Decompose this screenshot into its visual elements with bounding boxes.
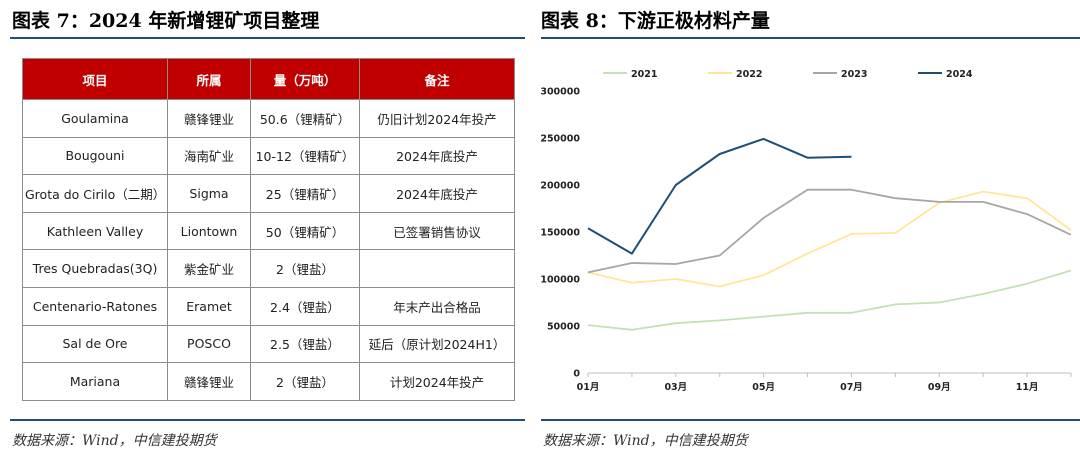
- cell-notes: 仍旧计划2024年投产: [359, 99, 515, 138]
- lithium-project-table: 项目 所属 量（万吨） 备注 Goulamina 赣锋锂业 50.6（锂精矿） …: [22, 58, 515, 401]
- x-tick-label: 05月: [752, 382, 775, 393]
- cell-project: Grota do Cirilo（二期）: [22, 174, 168, 213]
- cathode-production-chart: 0 50000 100000 150000 200000 250000 300000 01月 0…: [541, 69, 1072, 393]
- header-notes: 备注: [359, 58, 515, 100]
- table-row: Kathleen Valley Liontown 50（锂精矿） 已签署销售协议: [22, 211, 515, 251]
- x-tick-label: 09月: [928, 382, 951, 393]
- cell-project: Tres Quebradas(3Q): [22, 249, 168, 288]
- header-project: 项目: [22, 58, 168, 100]
- y-tick-label: 150000: [541, 228, 580, 239]
- cell-capacity: 50（锂精矿）: [250, 211, 360, 251]
- cell-capacity: 2.5（锂盐）: [250, 324, 360, 364]
- right-bottom-divider: [541, 419, 1080, 421]
- cell-owner: 海南矿业: [167, 136, 251, 176]
- legend-label-2022: 2022: [736, 69, 762, 80]
- left-bottom-divider: [10, 419, 525, 421]
- cell-project: Sal de Ore: [22, 324, 168, 364]
- cell-notes: 年末产出合格品: [359, 286, 515, 326]
- cell-project: Goulamina: [22, 99, 168, 138]
- cell-owner: POSCO: [167, 324, 251, 364]
- table-row: Tres Quebradas(3Q) 紫金矿业 2（锂盐）: [22, 249, 515, 288]
- legend-label-2024: 2024: [946, 69, 973, 80]
- left-figure-title: 图表 7：2024 年新增锂矿项目整理: [12, 10, 320, 32]
- x-tick-label: 07月: [840, 382, 863, 393]
- y-tick-label: 0: [573, 369, 580, 380]
- y-tick-label: 50000: [547, 322, 580, 333]
- cell-owner: 赣锋锂业: [167, 99, 251, 138]
- series-line-2023: [587, 188, 1072, 274]
- legend-label-2021: 2021: [631, 69, 657, 80]
- x-tick-label: 01月: [577, 382, 600, 393]
- series-line-2022: [587, 190, 1072, 288]
- cell-owner: Liontown: [167, 211, 251, 251]
- y-tick-label: 100000: [541, 275, 580, 286]
- cell-capacity: 2.4（锂盐）: [250, 286, 360, 326]
- table-row: Centenario-Ratones Eramet 2.4（锂盐） 年末产出合格…: [22, 286, 515, 326]
- header-owner: 所属: [167, 58, 251, 100]
- table-header-row: 项目 所属 量（万吨） 备注: [22, 58, 515, 100]
- table-row: Sal de Ore POSCO 2.5（锂盐） 延后（原计划2024H1）: [22, 324, 515, 364]
- table-row: Grota do Cirilo（二期） Sigma 25（锂精矿） 2024年底…: [22, 174, 515, 213]
- cell-notes: 计划2024年投产: [359, 362, 515, 401]
- cell-notes: 2024年底投产: [359, 174, 515, 213]
- right-source-note: 数据来源：Wind，中信建投期货: [543, 433, 748, 449]
- cell-owner: 紫金矿业: [167, 249, 251, 288]
- cell-owner: Eramet: [167, 286, 251, 326]
- cell-notes: 延后（原计划2024H1）: [359, 324, 515, 364]
- y-tick-label: 200000: [541, 181, 580, 192]
- cell-capacity: 2（锂盐）: [250, 362, 360, 401]
- right-top-divider: [541, 37, 1080, 39]
- cell-project: Mariana: [22, 362, 168, 401]
- right-figure-title: 图表 8：下游正极材料产量: [541, 10, 770, 32]
- cell-project: Centenario-Ratones: [22, 286, 168, 326]
- cell-capacity: 25（锂精矿）: [250, 174, 360, 213]
- cell-capacity: 10-12（锂精矿）: [250, 136, 360, 176]
- cell-project: Bougouni: [22, 136, 168, 176]
- cell-notes: [359, 249, 515, 288]
- legend-label-2023: 2023: [841, 69, 867, 80]
- left-source-note: 数据来源：Wind，中信建投期货: [12, 433, 217, 449]
- series-line-2021: [587, 269, 1072, 331]
- y-tick-label: 250000: [541, 134, 580, 145]
- cell-notes: 已签署销售协议: [359, 211, 515, 251]
- cell-capacity: 50.6（锂精矿）: [250, 99, 360, 138]
- cell-project: Kathleen Valley: [22, 211, 168, 251]
- table-row: Bougouni 海南矿业 10-12（锂精矿） 2024年底投产: [22, 136, 515, 176]
- table-row: Mariana 赣锋锂业 2（锂盐） 计划2024年投产: [22, 362, 515, 401]
- y-tick-label: 300000: [541, 87, 580, 98]
- x-tick-label: 11月: [1016, 382, 1039, 393]
- cell-capacity: 2（锂盐）: [250, 249, 360, 288]
- left-top-divider: [10, 37, 525, 39]
- table-row: Goulamina 赣锋锂业 50.6（锂精矿） 仍旧计划2024年投产: [22, 99, 515, 138]
- series-line-2024: [587, 137, 852, 255]
- header-capacity: 量（万吨）: [250, 58, 360, 100]
- cell-owner: Sigma: [167, 174, 251, 213]
- cell-notes: 2024年底投产: [359, 136, 515, 176]
- cell-owner: 赣锋锂业: [167, 362, 251, 401]
- x-tick-label: 03月: [664, 382, 687, 393]
